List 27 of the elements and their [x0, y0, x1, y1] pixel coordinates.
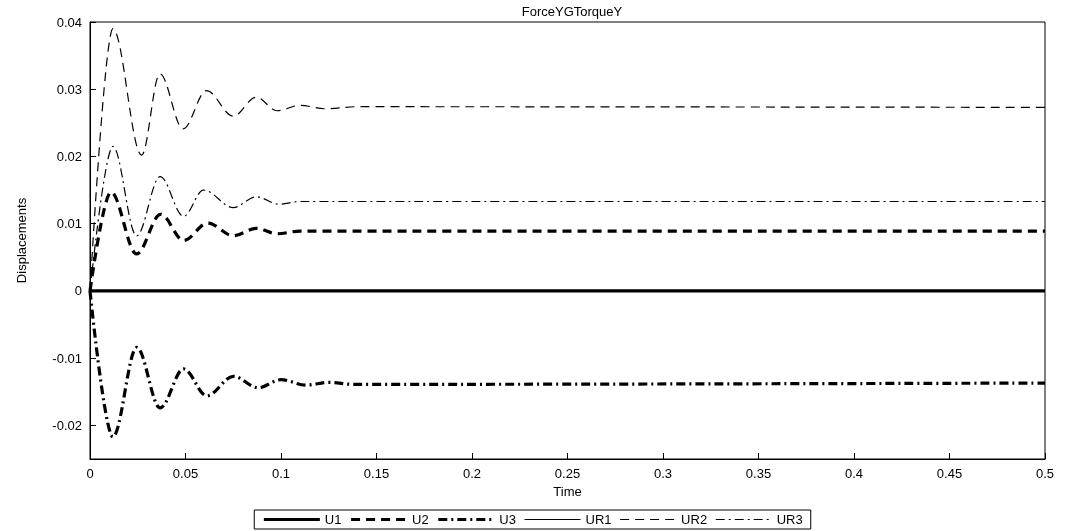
x-tick-label: 0.35 — [745, 466, 772, 481]
y-tick-label: 0.03 — [56, 81, 82, 97]
x-tick-label: 0 — [86, 466, 94, 481]
y-tick-label: -0.02 — [52, 417, 82, 433]
chart-title: ForceYGTorqueY — [521, 4, 623, 19]
legend-label: UR3 — [776, 512, 803, 527]
y-tick-label: -0.01 — [52, 350, 82, 366]
x-tick-label: 0.1 — [271, 466, 291, 481]
x-tick-label: 0.3 — [653, 466, 673, 481]
legend-label: U3 — [499, 512, 516, 527]
y-tick-label: 0.01 — [56, 216, 82, 232]
x-tick-label: 0.45 — [936, 466, 963, 481]
y-tick-label: 0 — [74, 283, 82, 299]
y-axis-title: Displacements — [14, 197, 29, 284]
y-tick-label: 0.04 — [56, 14, 82, 30]
legend-label: UR1 — [585, 512, 612, 527]
legend-label: UR2 — [681, 512, 708, 527]
x-tick-label: 0.15 — [363, 466, 390, 481]
y-tick-label: 0.02 — [56, 148, 82, 164]
legend-label: U1 — [324, 512, 342, 527]
legend-label: U2 — [412, 512, 429, 527]
x-tick-label: 0.2 — [462, 466, 482, 481]
x-tick-label: 0.4 — [844, 466, 864, 481]
x-tick-label: 0.5 — [1035, 466, 1055, 481]
x-axis-title: Time — [553, 483, 582, 499]
x-tick-label: 0.05 — [172, 466, 199, 481]
x-tick-label: 0.25 — [554, 466, 581, 481]
